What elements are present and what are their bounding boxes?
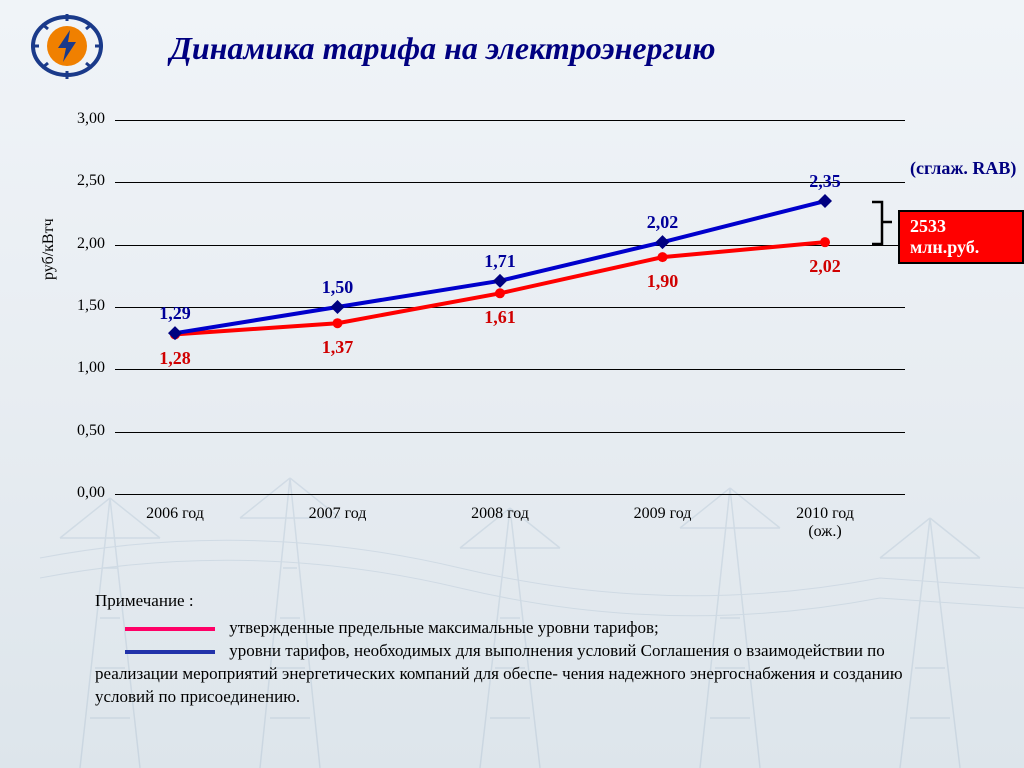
y-tick-label: 0,50 — [55, 422, 105, 440]
y-tick-label: 1,50 — [55, 297, 105, 315]
legend-text-blue: уровни тарифов, необходимых для выполнен… — [95, 641, 903, 706]
data-label: 1,29 — [159, 303, 191, 324]
data-label: 2,35 — [809, 171, 841, 192]
data-label: 1,61 — [484, 307, 516, 328]
y-tick-label: 0,00 — [55, 484, 105, 502]
footnote: Примечание : утвержденные предельные мак… — [95, 590, 965, 709]
footnote-heading: Примечание : — [95, 590, 965, 613]
chart: 0,000,501,001,502,002,503,00 2006 год200… — [115, 120, 905, 494]
x-tick-label: 2007 год — [309, 505, 367, 523]
page-title: Динамика тарифа на электроэнергию — [170, 30, 716, 67]
side-label: (сглаж. RAB) — [910, 158, 1016, 179]
data-label: 2,02 — [809, 256, 841, 277]
data-label: 1,90 — [647, 271, 679, 292]
legend-swatch-red — [125, 627, 215, 631]
y-tick-label: 3,00 — [55, 110, 105, 128]
grid-line — [115, 494, 905, 495]
y-tick-label: 2,50 — [55, 172, 105, 190]
logo — [30, 14, 105, 84]
legend-text-red: утвержденные предельные максимальные уро… — [229, 618, 659, 637]
data-label: 1,71 — [484, 251, 516, 272]
data-label: 2,02 — [647, 212, 679, 233]
x-tick-label: 2010 год (ож.) — [785, 505, 865, 541]
data-label: 1,50 — [322, 277, 354, 298]
x-tick-label: 2008 год — [471, 505, 529, 523]
x-tick-label: 2006 год — [146, 505, 204, 523]
x-tick-label: 2009 год — [634, 505, 692, 523]
y-tick-label: 1,00 — [55, 359, 105, 377]
y-tick-label: 2,00 — [55, 235, 105, 253]
data-label: 1,28 — [159, 348, 191, 369]
data-label: 1,37 — [322, 337, 354, 358]
legend-swatch-blue — [125, 650, 215, 654]
annotation-box: 2533 млн.руб. — [898, 210, 1024, 264]
